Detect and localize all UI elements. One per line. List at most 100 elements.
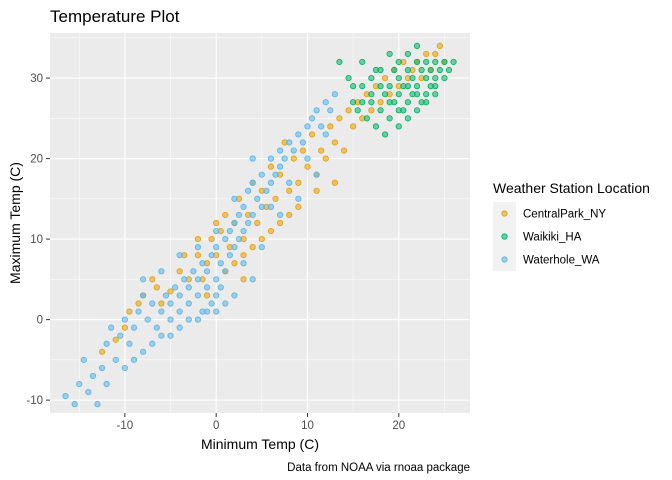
data-point bbox=[432, 50, 439, 58]
x-axis-title: Minimum Temp (C) bbox=[201, 436, 319, 452]
data-point bbox=[208, 252, 215, 259]
data-point bbox=[89, 372, 97, 380]
data-point bbox=[395, 74, 402, 82]
x-tick-label: 10 bbox=[301, 420, 314, 432]
x-tick-label: 20 bbox=[392, 420, 405, 432]
data-point bbox=[158, 332, 165, 339]
y-tick-label: -10 bbox=[26, 395, 43, 407]
data-point bbox=[62, 392, 69, 400]
data-point bbox=[386, 83, 393, 90]
data-point bbox=[213, 308, 220, 315]
data-point bbox=[158, 268, 165, 275]
data-point bbox=[395, 107, 402, 114]
data-point bbox=[327, 107, 334, 114]
data-point bbox=[368, 107, 375, 114]
data-point bbox=[213, 292, 220, 299]
data-point bbox=[176, 308, 183, 315]
data-point bbox=[240, 227, 247, 235]
data-point bbox=[222, 211, 229, 219]
data-point bbox=[199, 260, 206, 267]
data-point bbox=[130, 356, 138, 363]
data-point bbox=[208, 300, 215, 307]
data-point bbox=[281, 155, 288, 162]
series-Waikiki_HA bbox=[336, 42, 457, 138]
legend-swatch bbox=[501, 210, 508, 217]
data-point bbox=[112, 336, 119, 343]
data-point bbox=[267, 163, 275, 170]
data-point bbox=[226, 227, 233, 235]
data-point bbox=[167, 288, 174, 295]
data-point bbox=[140, 276, 147, 283]
data-point bbox=[158, 308, 165, 315]
data-point bbox=[112, 356, 119, 363]
data-point bbox=[345, 107, 352, 114]
data-point bbox=[295, 179, 302, 186]
data-point bbox=[194, 236, 202, 243]
data-point bbox=[336, 58, 343, 66]
data-point bbox=[441, 74, 448, 82]
data-point bbox=[213, 276, 220, 283]
data-point bbox=[377, 66, 384, 74]
x-tick-label: -10 bbox=[117, 420, 134, 432]
data-point bbox=[231, 195, 238, 202]
data-point bbox=[295, 203, 302, 210]
data-point bbox=[350, 83, 357, 90]
data-point bbox=[194, 244, 202, 251]
series-Waterhole_WA bbox=[62, 91, 338, 408]
data-point bbox=[308, 115, 316, 122]
data-point bbox=[359, 99, 366, 106]
x-tick-label: 0 bbox=[213, 420, 219, 432]
data-point bbox=[450, 58, 457, 66]
legend-label: Waterhole_WA bbox=[523, 255, 600, 267]
data-point bbox=[103, 380, 110, 388]
data-point bbox=[171, 284, 179, 291]
data-point bbox=[363, 115, 370, 122]
data-point bbox=[423, 74, 430, 82]
data-point bbox=[85, 388, 92, 396]
data-point bbox=[226, 252, 233, 259]
data-point bbox=[441, 58, 448, 66]
y-tick-label: 30 bbox=[30, 73, 43, 85]
data-point bbox=[217, 260, 224, 267]
data-point bbox=[185, 316, 192, 323]
data-point bbox=[194, 292, 202, 299]
data-point bbox=[295, 131, 302, 138]
chart-caption: Data from NOAA via rnoaa package bbox=[287, 462, 470, 474]
data-point bbox=[121, 364, 128, 372]
data-point bbox=[404, 66, 412, 74]
data-point bbox=[436, 42, 443, 49]
legend-item: Waterhole_WA bbox=[493, 248, 600, 271]
data-point bbox=[423, 50, 430, 58]
data-point bbox=[445, 66, 453, 74]
data-point bbox=[386, 115, 393, 122]
data-point bbox=[249, 276, 256, 283]
data-point bbox=[258, 203, 265, 210]
data-point bbox=[386, 99, 393, 106]
data-point bbox=[208, 236, 215, 243]
data-point bbox=[235, 236, 243, 243]
data-point bbox=[126, 308, 133, 315]
data-point bbox=[153, 324, 160, 331]
data-point bbox=[130, 324, 138, 331]
y-axis-title: Maximum Temp (C) bbox=[7, 162, 23, 284]
data-point bbox=[153, 284, 160, 291]
legend-label: Waikiki_HA bbox=[523, 232, 582, 244]
y-tick-label: 10 bbox=[30, 234, 43, 246]
legend: Weather Station Location CentralPark_NY W… bbox=[493, 180, 650, 271]
data-point bbox=[240, 276, 247, 283]
data-point bbox=[322, 155, 329, 162]
data-point bbox=[395, 123, 402, 130]
data-point bbox=[203, 308, 211, 315]
data-point bbox=[327, 123, 334, 130]
data-point bbox=[286, 211, 293, 219]
data-point bbox=[404, 99, 412, 106]
data-point bbox=[249, 211, 256, 219]
data-point bbox=[322, 131, 329, 138]
data-point bbox=[423, 91, 430, 98]
data-point bbox=[258, 236, 265, 243]
data-point bbox=[249, 244, 256, 251]
y-tick-label: 0 bbox=[37, 315, 43, 327]
data-point bbox=[372, 123, 380, 130]
legend-label: CentralPark_NY bbox=[523, 209, 606, 221]
